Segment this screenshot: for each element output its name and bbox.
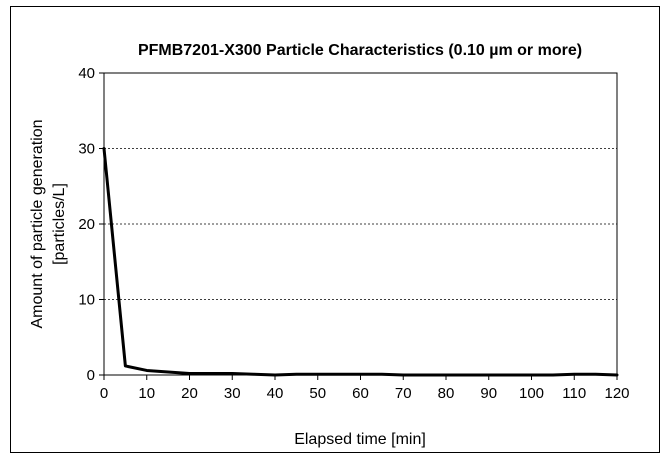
y-tick-label: 20 xyxy=(78,216,95,233)
x-axis-ticks: 0 10 20 30 40 50 60 70 80 90 100 110 120 xyxy=(100,375,630,402)
y-tick-label: 10 xyxy=(78,292,95,309)
x-tick-label: 10 xyxy=(138,385,155,402)
x-tick-label: 100 xyxy=(519,385,544,402)
chart-title: PFMB7201-X300 Particle Characteristics (… xyxy=(138,42,582,59)
x-tick-label: 20 xyxy=(181,385,198,402)
y-axis-label-line1: Amount of particle generation xyxy=(29,119,46,328)
x-tick-label: 60 xyxy=(352,385,369,402)
x-tick-label: 90 xyxy=(480,385,497,402)
x-tick-label: 50 xyxy=(309,385,326,402)
x-tick-label: 120 xyxy=(604,385,629,402)
y-tick-label: 40 xyxy=(78,65,95,82)
x-tick-label: 40 xyxy=(267,385,284,402)
x-axis-label: Elapsed time [min] xyxy=(294,431,426,448)
grid-lines xyxy=(104,148,617,300)
y-axis-ticks: 0 10 20 30 40 xyxy=(78,65,104,384)
x-tick-label: 110 xyxy=(562,385,586,402)
chart-frame xyxy=(10,6,660,453)
x-tick-label: 0 xyxy=(100,385,108,402)
series-points xyxy=(104,148,617,375)
x-tick-label: 80 xyxy=(438,385,455,402)
x-tick-label: 70 xyxy=(395,385,412,402)
y-axis-label-line2: [particles/L] xyxy=(51,183,68,265)
y-tick-label: 0 xyxy=(87,367,95,384)
y-tick-label: 30 xyxy=(78,141,95,158)
series-line xyxy=(102,147,619,377)
x-tick-label: 30 xyxy=(224,385,241,402)
